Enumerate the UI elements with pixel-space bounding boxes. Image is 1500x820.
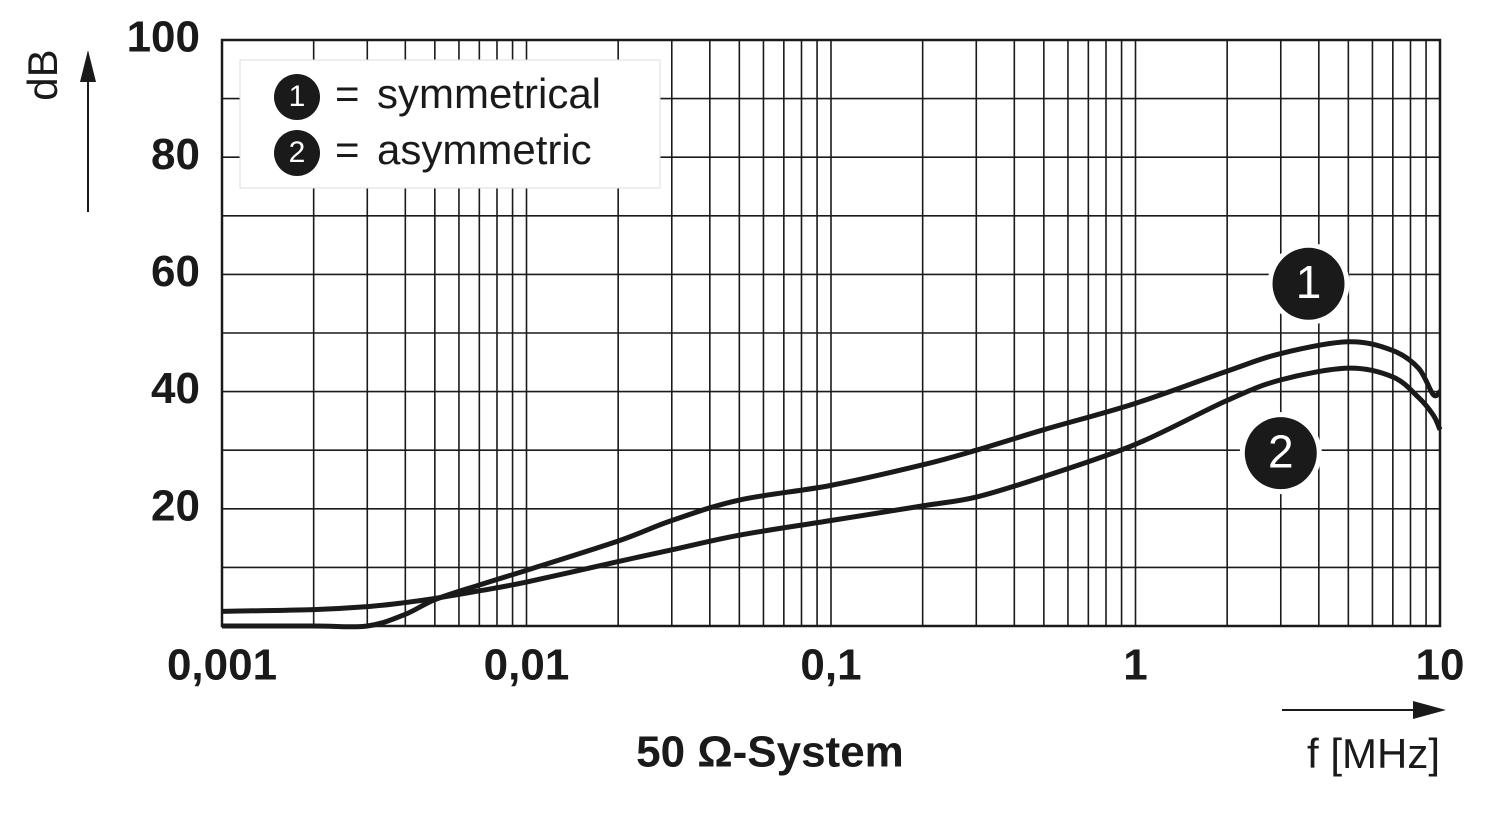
legend-marker	[274, 74, 320, 120]
series-label: 1	[1296, 256, 1322, 308]
series-label: 2	[1268, 425, 1294, 477]
legend-marker-label: 1	[289, 80, 306, 113]
x-tick-label: 0,01	[484, 641, 570, 690]
y-tick-label: 80	[151, 130, 200, 179]
x-arrow-head	[1413, 701, 1446, 719]
x-tick-label: 1	[1123, 641, 1147, 690]
y-tick-label: 20	[151, 481, 200, 530]
legend-marker-label: 2	[289, 136, 306, 169]
series-label-marker	[1244, 417, 1317, 490]
y-tick-label: 60	[151, 247, 200, 296]
chart-caption: 50 Ω-System	[636, 728, 904, 777]
y-axis-label: dB	[19, 49, 66, 100]
series-line	[221, 365, 1443, 614]
x-tick-label: 0,001	[167, 641, 277, 690]
x-tick-label: 0,1	[800, 641, 861, 690]
legend-label: asymmetric	[377, 126, 592, 173]
legend-label: symmetrical	[377, 70, 601, 117]
series-label-marker	[1272, 247, 1345, 320]
series-line	[222, 339, 1442, 630]
x-tick-label: 10	[1416, 641, 1465, 690]
legend-separator: =	[335, 126, 360, 173]
legend-marker	[274, 130, 320, 176]
y-tick-label: 40	[151, 364, 200, 413]
x-axis-label: f [MHz]	[1307, 730, 1440, 777]
plot-frame	[220, 38, 1442, 628]
y-tick-label: 100	[127, 13, 200, 62]
y-arrow-head	[80, 50, 96, 82]
legend-separator: =	[335, 70, 360, 117]
